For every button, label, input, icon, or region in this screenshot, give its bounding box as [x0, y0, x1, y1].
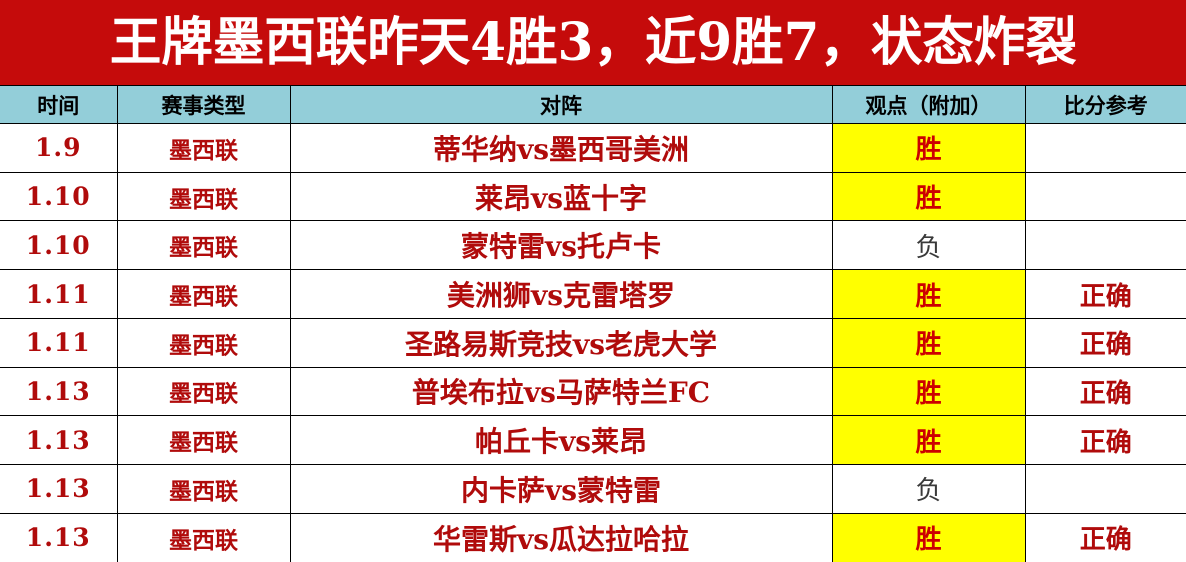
table-row: 1.13 墨西联 普埃布拉vs马萨特兰FC 胜正确 — [0, 366, 1186, 417]
cell-league: 墨西联 — [116, 366, 291, 417]
table-row: 1.11 墨西联 美洲狮vs克雷塔罗胜正确 — [0, 269, 1186, 319]
cell-time: 1.13 — [0, 415, 118, 466]
cell-match: 内卡萨vs蒙特雷 — [289, 464, 833, 514]
cell-league: 墨西联 — [116, 415, 291, 466]
cell-league: 墨西联 — [116, 317, 291, 368]
cell-match: 莱昂vs蓝十字 — [289, 171, 833, 222]
table-row: 1.10 墨西联 莱昂vs蓝十字胜 — [0, 171, 1186, 222]
cell-score: 正确 — [1024, 317, 1186, 368]
cell-league: 墨西联 — [116, 220, 291, 271]
cell-time: 1.13 — [0, 366, 118, 417]
table-row: 1.13 墨西联 帕丘卡vs莱昂胜正确 — [0, 415, 1186, 466]
cell-time: 1.10 — [0, 220, 118, 271]
table-header: 时间 赛事类型 对阵 观点（附加） 比分参考 — [0, 85, 1186, 124]
cell-league: 墨西联 — [116, 512, 291, 562]
cell-view: 胜 — [831, 366, 1026, 417]
cell-match: 美洲狮vs克雷塔罗 — [289, 269, 833, 319]
table-row: 1.13 墨西联 华雷斯vs瓜达拉哈拉胜正确 — [0, 512, 1186, 562]
banner: 王牌墨西联昨天4胜3，近9胜7，状态炸裂 — [0, 0, 1186, 85]
cell-view: 胜 — [831, 269, 1026, 319]
cell-time: 1.11 — [0, 269, 118, 319]
cell-score: 正确 — [1024, 512, 1186, 562]
cell-time: 1.13 — [0, 512, 118, 562]
column-header-match: 对阵 — [289, 85, 833, 124]
table-header-row: 时间 赛事类型 对阵 观点（附加） 比分参考 — [0, 85, 1186, 124]
column-header-score: 比分参考 — [1024, 85, 1186, 124]
cell-view: 负 — [831, 220, 1026, 271]
column-header-time: 时间 — [0, 85, 118, 124]
table-row: 1.11 墨西联 圣路易斯竞技vs老虎大学胜正确 — [0, 317, 1186, 368]
cell-match: 华雷斯vs瓜达拉哈拉 — [289, 512, 833, 562]
cell-league: 墨西联 — [116, 123, 291, 173]
cell-league: 墨西联 — [116, 171, 291, 222]
column-header-view: 观点（附加） — [831, 85, 1026, 124]
cell-view: 胜 — [831, 171, 1026, 222]
cell-view: 胜 — [831, 123, 1026, 173]
cell-match: 圣路易斯竞技vs老虎大学 — [289, 317, 833, 368]
cell-match: 帕丘卡vs莱昂 — [289, 415, 833, 466]
cell-league: 墨西联 — [116, 464, 291, 514]
cell-view: 胜 — [831, 317, 1026, 368]
cell-score: 正确 — [1024, 366, 1186, 417]
table-row: 1.10 墨西联 蒙特雷vs托卢卡负 — [0, 220, 1186, 271]
prediction-table: 时间 赛事类型 对阵 观点（附加） 比分参考 1.9 墨西联 蒂华纳vs墨西哥美洲胜… — [0, 85, 1186, 562]
cell-score: 正确 — [1024, 415, 1186, 466]
cell-view: 胜 — [831, 415, 1026, 466]
cell-view: 负 — [831, 464, 1026, 514]
table-row: 1.9 墨西联 蒂华纳vs墨西哥美洲胜 — [0, 123, 1186, 173]
cell-time: 1.10 — [0, 171, 118, 222]
banner-title: 王牌墨西联昨天4胜3，近9胜7，状态炸裂 — [109, 11, 1077, 73]
column-header-league: 赛事类型 — [116, 85, 291, 124]
prediction-table-container: 时间 赛事类型 对阵 观点（附加） 比分参考 1.9 墨西联 蒂华纳vs墨西哥美洲胜… — [0, 85, 1186, 562]
cell-match: 普埃布拉vs马萨特兰FC — [289, 366, 833, 417]
cell-view: 胜 — [831, 512, 1026, 562]
table-body: 1.9 墨西联 蒂华纳vs墨西哥美洲胜 1.10 墨西联 莱昂vs蓝十字胜 1.10 墨西联蒙… — [0, 123, 1186, 562]
cell-score — [1024, 220, 1186, 271]
cell-score — [1024, 464, 1186, 514]
cell-time: 1.11 — [0, 317, 118, 368]
cell-league: 墨西联 — [116, 269, 291, 319]
cell-match: 蒂华纳vs墨西哥美洲 — [289, 123, 833, 173]
cell-score — [1024, 171, 1186, 222]
cell-score — [1024, 123, 1186, 173]
cell-time: 1.13 — [0, 464, 118, 514]
table-row: 1.13 墨西联 内卡萨vs蒙特雷负 — [0, 464, 1186, 514]
cell-match: 蒙特雷vs托卢卡 — [289, 220, 833, 271]
cell-score: 正确 — [1024, 269, 1186, 319]
cell-time: 1.9 — [0, 123, 118, 173]
